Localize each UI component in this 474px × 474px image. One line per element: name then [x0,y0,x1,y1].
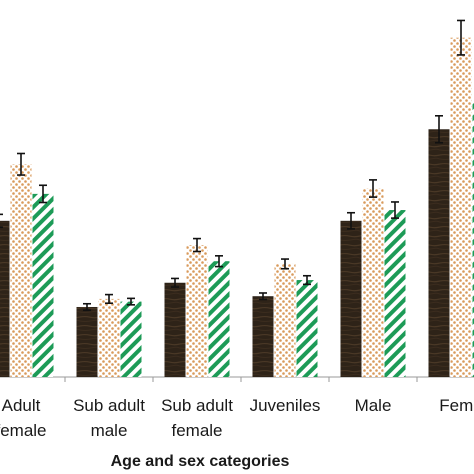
error-bar [17,152,25,176]
category-label: female [171,421,222,440]
error-bar [303,274,311,286]
error-bar [127,297,135,306]
bar-wood [0,220,10,377]
bar-wood [164,282,186,377]
bar-wood [428,129,450,377]
bar-stripes [472,102,474,377]
bar-dots [98,298,120,377]
error-bar [83,302,91,312]
error-bar [171,277,179,288]
error-bar [105,293,113,305]
error-bar [435,114,443,144]
category-label: Fema [439,396,474,415]
error-bar [215,255,223,268]
category-label: Juveniles [250,396,321,415]
category-label: male [91,421,128,440]
bar-stripes [208,261,230,377]
category-label: Male [355,396,392,415]
bar-wood [340,220,362,377]
category-label: female [0,421,47,440]
error-bar [259,292,267,301]
error-bar [391,201,399,219]
x-axis-title: Age and sex categories [111,453,290,470]
error-bar [457,19,465,56]
bars-layer [0,19,474,382]
category-labels: Adult female Sub adult male Sub adult female J… [0,396,474,440]
bar-dots [450,37,472,377]
category-label: Sub adult [73,396,145,415]
bar-dots [274,263,296,377]
bar-stripes [120,301,142,377]
bar-stripes [32,193,54,377]
bar-stripes [384,210,406,377]
bar-dots [362,188,384,377]
error-bar [0,213,3,229]
error-bar [193,237,201,253]
bar-wood [252,296,274,377]
bar-stripes [296,280,318,377]
error-bar [347,211,355,230]
error-bar [281,258,289,270]
error-bar [39,184,47,204]
error-bar [369,179,377,198]
bar-wood [76,306,98,377]
category-label: Adult [2,396,41,415]
bar-dots [186,245,208,377]
bar-dots [10,164,32,377]
category-label: Sub adult [161,396,233,415]
